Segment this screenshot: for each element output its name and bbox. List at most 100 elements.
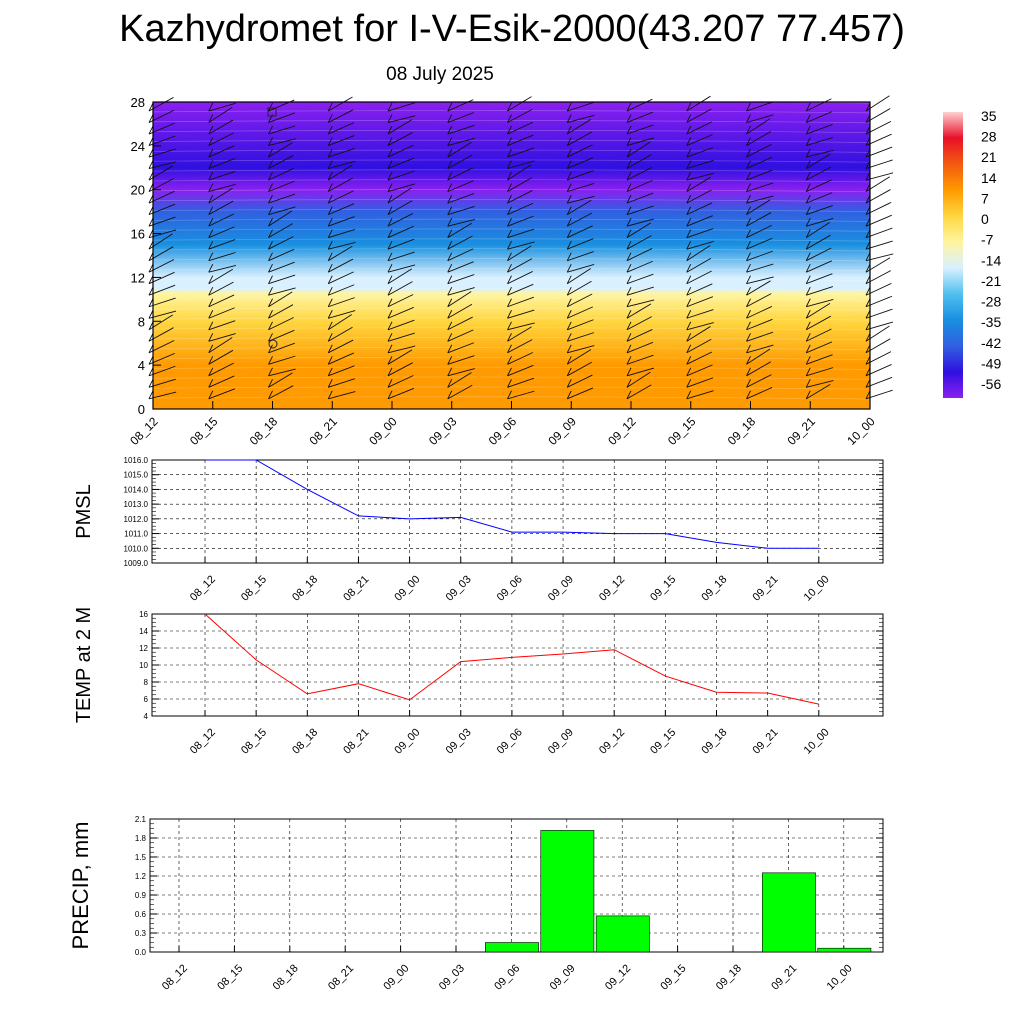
wind-barb	[686, 377, 714, 388]
x-tick-label: 09_06	[492, 962, 522, 992]
wind-barb-flag	[805, 102, 811, 112]
y-axis-label: TEMP at 2 M	[73, 607, 95, 723]
wind-barb	[328, 314, 352, 331]
wind-barb-flag	[447, 333, 453, 342]
pmsl-chart: 1009.0 1010.0 1011.0 1012.0 1013.0 1014.0 1015…	[73, 456, 884, 604]
wind-barb-flag	[268, 252, 273, 261]
y-tick-label: 4	[144, 712, 149, 721]
wind-barb-flag	[865, 356, 871, 365]
x-tick-label: 10_00	[802, 573, 832, 603]
wind-barb-flag	[327, 333, 333, 342]
wind-barb	[567, 170, 594, 181]
wind-barb	[328, 339, 354, 354]
wind-barb-flag	[805, 379, 811, 388]
wind-barb-flag	[686, 264, 692, 273]
wind-barb	[208, 307, 235, 319]
isotherm-line	[152, 159, 871, 163]
wind-barb	[746, 182, 774, 193]
wind-barb-flag	[686, 137, 692, 146]
x-tick-label: 09_21	[750, 573, 780, 603]
wind-barb-flag	[208, 390, 214, 400]
wind-barb-flag	[626, 148, 632, 158]
wind-barb	[447, 112, 475, 123]
x-tick-label: 09_00	[392, 726, 422, 756]
wind-barb	[746, 280, 771, 296]
y-tick-label: 20	[131, 183, 145, 198]
wind-barb	[746, 348, 771, 365]
wind-barb-flag	[148, 379, 154, 388]
wind-barb	[328, 147, 356, 158]
x-tick-label: 09_00	[381, 962, 411, 992]
wind-barb-flag	[387, 275, 393, 284]
wind-barb-flag	[746, 171, 751, 181]
isotherm-line	[152, 317, 871, 321]
wind-barb-flag	[805, 183, 811, 192]
y-tick-label: 0	[138, 402, 145, 417]
wind-barb-flag	[208, 356, 214, 365]
y-tick-label: 1009.0	[124, 559, 149, 568]
wind-barb-flag	[686, 217, 692, 227]
wind-barb	[626, 235, 652, 250]
wind-barb	[567, 264, 595, 273]
wind-barb-flag	[208, 102, 214, 112]
wind-barb	[626, 299, 655, 308]
wind-barb	[328, 310, 356, 319]
isotherm-line	[152, 347, 871, 351]
wind-barb-flag	[507, 321, 512, 330]
colorbar-label: 28	[981, 129, 997, 145]
wind-barb	[268, 248, 295, 262]
wind-barb	[268, 210, 293, 227]
wind-barb-flag	[865, 287, 871, 296]
wind-barb-flag	[327, 356, 333, 365]
wind-barb	[806, 384, 831, 400]
wind-barb	[567, 199, 592, 216]
wind-barb	[208, 106, 233, 123]
wind-barb-flag	[387, 125, 393, 135]
wind-barb	[507, 390, 535, 400]
wind-barb	[626, 192, 654, 204]
wind-barb-flag	[507, 333, 512, 342]
precip-bar	[762, 872, 816, 953]
wind-barb	[387, 225, 414, 239]
wind-barb	[686, 189, 712, 204]
wind-barb-flag	[208, 125, 214, 135]
wind-barb	[447, 342, 475, 354]
wind-barb-flag	[805, 160, 811, 169]
wind-barb	[567, 293, 593, 308]
x-tick-label: 09_06	[495, 573, 525, 603]
wind-barb	[507, 309, 535, 319]
x-tick-label: 09_18	[714, 962, 744, 992]
wind-barb-flag	[626, 183, 632, 192]
wind-barb	[387, 115, 416, 123]
wind-barb-flag	[626, 321, 632, 330]
wind-barb-flag	[507, 275, 512, 284]
wind-barb-flag	[686, 287, 692, 296]
wind-barb-flag	[566, 379, 572, 388]
wind-barb	[626, 124, 654, 135]
wind-barb-flag	[447, 217, 453, 227]
wind-barb-flag	[387, 240, 393, 250]
wind-barb-flag	[507, 287, 512, 296]
wind-barb	[746, 276, 774, 285]
wind-barb	[328, 109, 354, 123]
wind-barb	[387, 213, 414, 227]
wind-barb-flag	[865, 102, 871, 112]
wind-barb	[567, 268, 591, 285]
wind-barb-flag	[507, 206, 512, 215]
wind-barb-flag	[208, 287, 214, 296]
x-tick-label: 09_18	[699, 726, 729, 756]
x-tick-label: 08_21	[326, 962, 356, 992]
wind-barb-flag	[686, 344, 692, 353]
wind-barb-flag	[148, 229, 154, 238]
wind-barb	[626, 222, 651, 239]
x-tick-label: 08_18	[290, 573, 320, 603]
wind-barb-flag	[447, 275, 453, 284]
wind-barb-flag	[268, 148, 273, 158]
wind-barb	[507, 190, 533, 204]
wind-barb-flag	[686, 160, 692, 169]
y-tick-label: 8	[138, 314, 145, 329]
wind-barb	[268, 385, 294, 400]
wind-barb-flag	[805, 240, 811, 250]
wind-barb	[806, 303, 831, 319]
wind-barb-flag	[507, 264, 512, 273]
